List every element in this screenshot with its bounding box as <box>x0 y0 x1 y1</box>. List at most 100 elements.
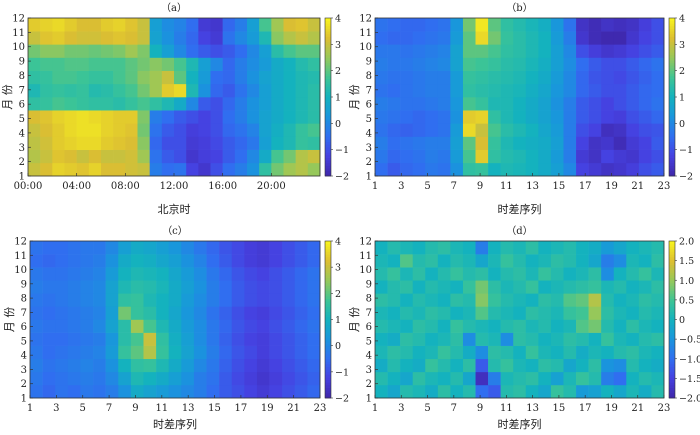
heatmap-cell <box>222 162 236 177</box>
heatmap-cell <box>244 371 258 386</box>
heatmap-cell <box>282 332 296 346</box>
heatmap-cell <box>462 345 476 360</box>
heatmap-cell <box>437 18 451 32</box>
plot-frame <box>374 17 665 177</box>
heatmap-cell <box>55 280 69 294</box>
heatmap-cell <box>638 358 652 373</box>
colorbar-tick-label: 0 <box>335 119 341 130</box>
colorbar-segment <box>325 18 331 22</box>
heatmap-cell <box>588 70 602 85</box>
heatmap-cell <box>168 345 182 360</box>
heatmap-cell <box>475 44 489 58</box>
heatmap-cell <box>256 332 270 346</box>
colorbar-segment <box>669 248 675 252</box>
heatmap-cell <box>601 136 615 150</box>
colorbar-segment <box>669 139 675 143</box>
heatmap-cell <box>143 293 157 307</box>
heatmap-cell <box>294 332 308 346</box>
colorbar-segment <box>669 83 675 87</box>
colorbar-segment <box>669 112 675 116</box>
heatmap-cell <box>601 384 615 399</box>
heatmap-cell <box>149 44 163 58</box>
heatmap-cell <box>525 241 539 255</box>
heatmap-cell <box>307 70 321 85</box>
heatmap-cell <box>156 358 169 373</box>
heatmap-cell <box>198 136 211 150</box>
y-tick-label: 10 <box>359 265 372 276</box>
heatmap-cell <box>387 162 401 177</box>
colorbar-segment <box>325 392 331 396</box>
heatmap-cell <box>198 110 211 124</box>
heatmap-cell <box>206 293 220 307</box>
colorbar-segment <box>669 348 675 352</box>
heatmap-cell <box>538 123 552 137</box>
heatmap-cell <box>400 83 413 98</box>
heatmap-cell <box>174 44 187 58</box>
colorbar-segment <box>325 162 331 166</box>
heatmap-cell <box>101 57 114 71</box>
heatmap-cell <box>76 162 90 177</box>
heatmap-cell <box>500 267 514 281</box>
heatmap-cell <box>500 149 514 164</box>
heatmap-cell <box>234 31 248 45</box>
colorbar-segment <box>669 28 675 32</box>
heatmap-cell <box>601 280 615 294</box>
heatmap-cell <box>282 267 296 281</box>
heatmap-cell <box>206 319 220 333</box>
colorbar-segment <box>325 277 331 281</box>
colorbar-segment <box>669 327 675 331</box>
heatmap-cell <box>450 110 464 124</box>
colorbar-segment <box>669 65 675 69</box>
heatmap-cell <box>626 44 640 58</box>
colorbar-segment <box>669 144 675 148</box>
heatmap-cell <box>500 162 514 177</box>
colorbar-tick-label: −2 <box>679 172 693 183</box>
colorbar-tick-label: 4 <box>679 14 685 25</box>
colorbar-segment <box>325 285 331 289</box>
y-tick-label: 4 <box>366 351 372 362</box>
heatmap-cell <box>638 371 652 386</box>
heatmap-cell <box>40 123 53 137</box>
heatmap-cell <box>206 254 220 268</box>
x-axis-label: 北京时 <box>158 202 191 216</box>
heatmap-cell <box>168 241 182 255</box>
heatmap-cell <box>538 371 552 386</box>
heatmap-cell <box>626 123 640 137</box>
heatmap-cell <box>219 267 233 281</box>
heatmap-cell <box>626 371 640 386</box>
y-tick-label: 11 <box>14 251 27 262</box>
heatmap-cell <box>387 97 401 111</box>
heatmap-cell <box>450 97 464 111</box>
heatmap-cell <box>400 110 413 124</box>
heatmap-cell <box>375 110 388 124</box>
heatmap-cell <box>412 306 426 320</box>
heatmap-cell <box>651 44 665 58</box>
colorbar-segment <box>669 44 675 48</box>
heatmap-cell <box>538 83 552 98</box>
heatmap-cell <box>30 306 43 320</box>
heatmap-cell <box>488 149 501 164</box>
heatmap-cell <box>638 345 652 360</box>
y-tick-label: 4 <box>366 128 372 139</box>
heatmap-cell <box>588 293 602 307</box>
heatmap-cell <box>52 149 65 164</box>
heatmap-cell <box>118 241 132 255</box>
heatmap-cell <box>269 306 283 320</box>
heatmap-cell <box>105 280 119 294</box>
heatmap-cell <box>500 70 514 85</box>
heatmap-cell <box>626 31 640 45</box>
heatmap-cell <box>294 306 308 320</box>
heatmap-cell <box>550 293 564 307</box>
heatmap-cell <box>174 162 187 177</box>
y-tick-label: 2 <box>21 379 27 390</box>
heatmap-cell <box>219 358 233 373</box>
heatmap-cell <box>538 332 552 346</box>
heatmap-cell <box>161 149 175 164</box>
heatmap-cell <box>513 384 527 399</box>
heatmap-cell <box>244 241 258 255</box>
heatmap-cell <box>651 70 665 85</box>
heatmap-cell <box>613 384 627 399</box>
heatmap-cell <box>576 57 589 71</box>
heatmap-cell <box>168 358 182 373</box>
